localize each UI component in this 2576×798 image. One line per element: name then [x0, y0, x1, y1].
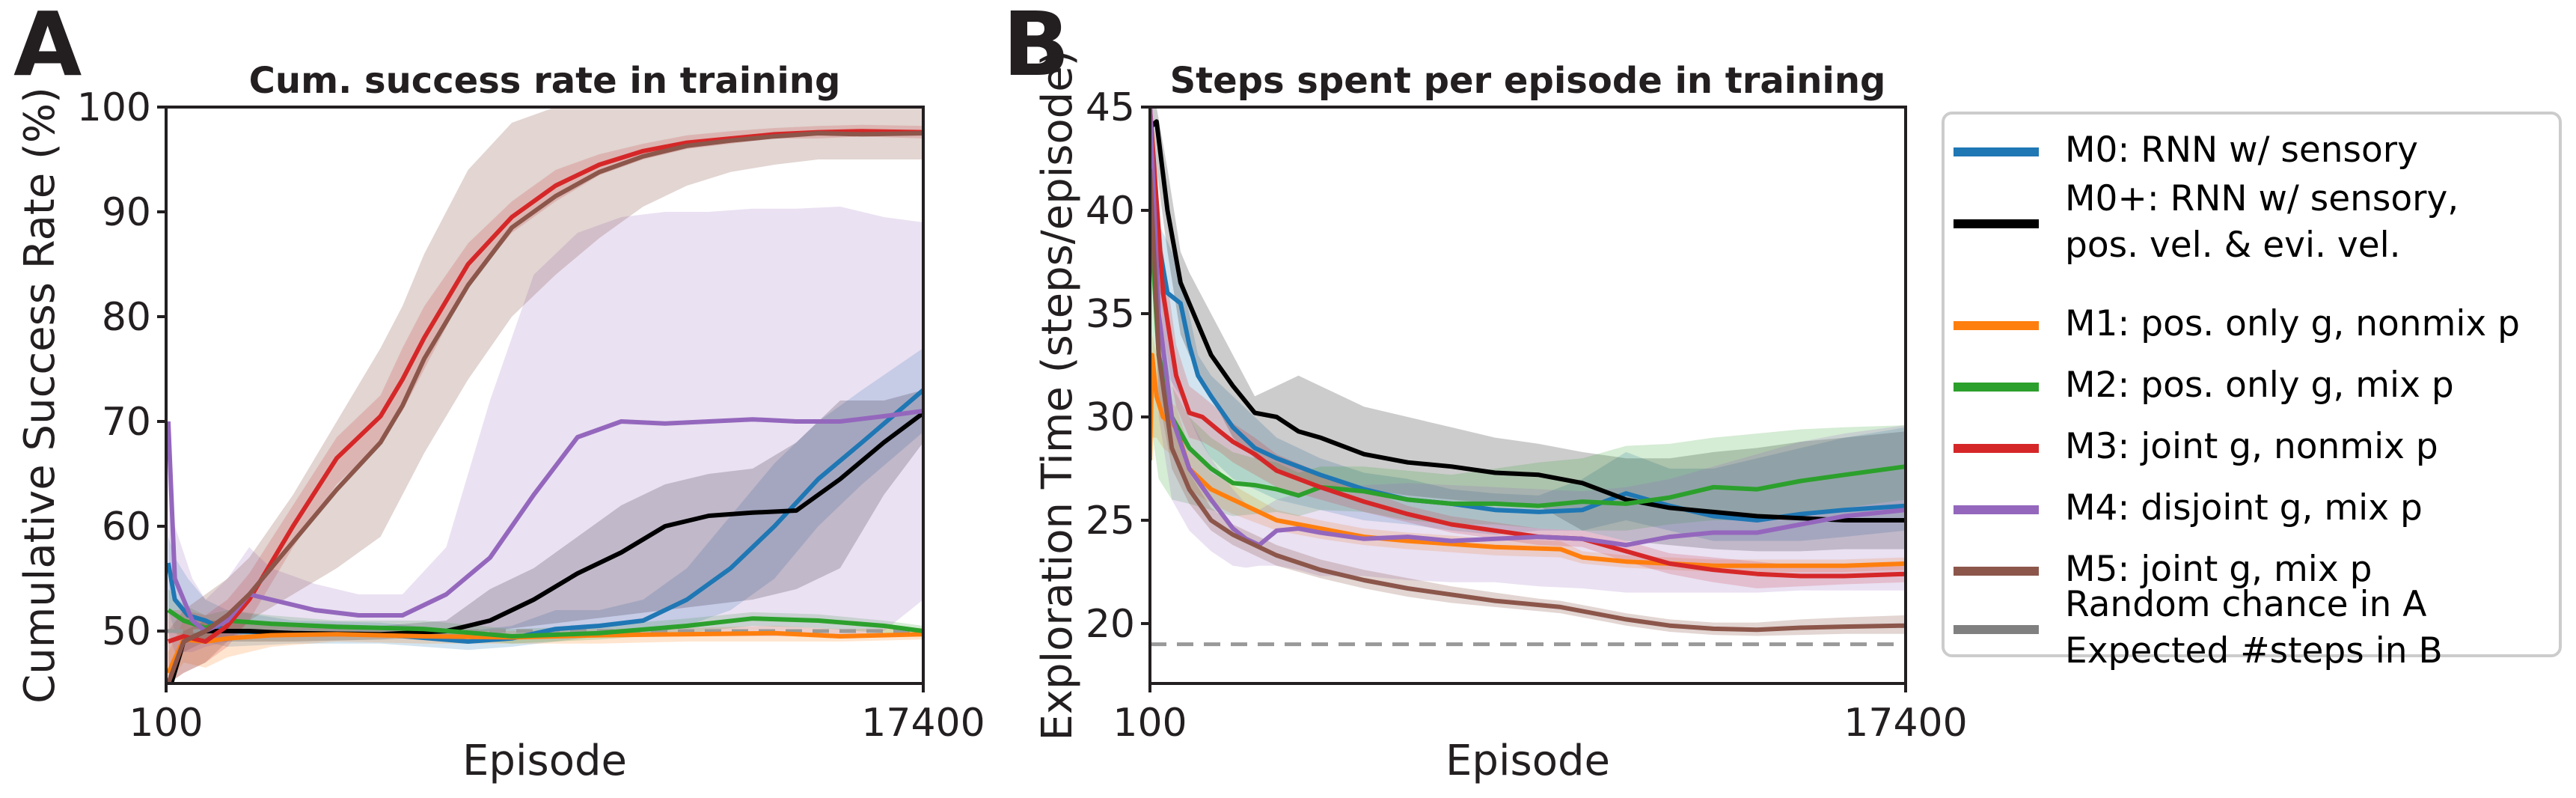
x-tick-label: 100 — [1113, 701, 1187, 746]
panel-a-x-label: Episode — [462, 737, 627, 785]
panel-b-lines — [1150, 107, 1906, 633]
panel-a-band-m0 — [168, 348, 923, 651]
legend-label: pos. vel. & evi. vel. — [2065, 225, 2401, 266]
legend-label: M0: RNN w/ sensory — [2065, 130, 2418, 171]
y-tick-label: 90 — [102, 190, 151, 235]
panel-b-line-m3 — [1150, 107, 1906, 579]
panel-b-line-m4 — [1150, 107, 1906, 548]
legend-entry-m5: M5: joint g, mix p — [1954, 549, 2372, 590]
legend-label: Random chance in A — [2065, 584, 2426, 625]
panel-a-x-ticks: 100 17400 — [129, 683, 985, 746]
panel-b-frame — [1148, 106, 1907, 685]
legend-label: M2: pos. only g, mix p — [2065, 365, 2454, 406]
panel-b-band-m4 — [1150, 107, 1906, 593]
panel-b-band-m0 — [1150, 107, 1906, 541]
y-tick-label: 45 — [1086, 85, 1135, 130]
panel-a-frame — [165, 106, 925, 685]
panel-b-plot: 20 25 30 35 40 45 100 17400 Episode Exploratio… — [1033, 49, 1968, 785]
panel-b-x-ticks: 100 17400 — [1113, 683, 1968, 746]
y-tick-label: 80 — [102, 295, 151, 340]
legend: M0: RNN w/ sensory M0+: RNN w/ sensory, po… — [1942, 112, 2562, 671]
y-tick-label: 20 — [1086, 602, 1135, 647]
legend-label: M4: disjoint g, mix p — [2065, 487, 2423, 529]
panel-b-line-m0plus — [1150, 119, 1906, 523]
panel-b-y-ticks: 20 25 30 35 40 45 — [1086, 85, 1150, 647]
panel-a-y-ticks: 50 60 70 80 90 100 — [77, 85, 166, 654]
x-tick-label: 100 — [129, 701, 203, 746]
x-tick-label: 17400 — [1844, 701, 1967, 746]
y-tick-label: 70 — [102, 400, 151, 445]
y-tick-label: 25 — [1086, 499, 1135, 543]
panel-b-band-m0plus — [1150, 107, 1906, 552]
panel-a-lines — [166, 129, 923, 683]
y-tick-label: 35 — [1086, 292, 1135, 337]
y-tick-label: 30 — [1086, 395, 1135, 440]
legend-label: M0+: RNN w/ sensory, — [2065, 178, 2459, 219]
panel-a-line-m5 — [166, 131, 923, 683]
y-tick-label: 60 — [102, 505, 151, 549]
panel-b-bands — [1150, 107, 1906, 636]
panel-b-band-m2 — [1150, 127, 1906, 531]
panel-letter-b: B — [1003, 0, 1070, 96]
legend-label: M5: joint g, mix p — [2065, 549, 2372, 590]
legend-entry-m4: M4: disjoint g, mix p — [1954, 487, 2423, 529]
legend-label: M1: pos. only g, nonmix p — [2065, 303, 2520, 344]
panel-a-line-m0plus — [168, 411, 923, 683]
legend-label: Expected #steps in B — [2065, 630, 2443, 671]
legend-entry-reference: Random chance in A Expected #steps in B — [1954, 584, 2443, 671]
legend-entry-m0plus: M0+: RNN w/ sensory, pos. vel. & evi. vel… — [1954, 178, 2459, 266]
panel-b-title: Steps spent per episode in training — [1170, 60, 1886, 102]
panel-a-plot: 50 60 70 80 90 100 100 17400 Episode Cumulativ… — [16, 85, 985, 785]
panel-a-band-m4 — [168, 207, 923, 652]
legend-entry-m1: M1: pos. only g, nonmix p — [1954, 303, 2520, 344]
legend-box — [1942, 112, 2562, 657]
legend-entry-m2: M2: pos. only g, mix p — [1954, 365, 2454, 406]
y-tick-label: 50 — [102, 609, 151, 654]
panel-b-x-label: Episode — [1445, 737, 1610, 785]
x-tick-label: 17400 — [861, 701, 985, 746]
legend-entry-m0: M0: RNN w/ sensory — [1954, 130, 2418, 171]
legend-label: M3: joint g, nonmix p — [2065, 426, 2438, 467]
panel-b-y-label: Exploration Time (steps/episode) — [1033, 49, 1082, 740]
panel-a-title: Cum. success rate in training — [249, 60, 841, 102]
legend-entry-m3: M3: joint g, nonmix p — [1954, 426, 2438, 467]
panel-a-band-m5 — [168, 107, 923, 683]
panel-a-y-label: Cumulative Success Rate (%) — [16, 87, 64, 704]
legend-entries: M0: RNN w/ sensory M0+: RNN w/ sensory, po… — [1954, 130, 2520, 671]
panel-b-line-m5 — [1150, 168, 1906, 633]
panel-b-line-m2 — [1150, 210, 1906, 508]
panel-letter-a: A — [13, 0, 82, 96]
y-tick-label: 40 — [1086, 189, 1135, 234]
y-tick-label: 100 — [77, 85, 151, 130]
